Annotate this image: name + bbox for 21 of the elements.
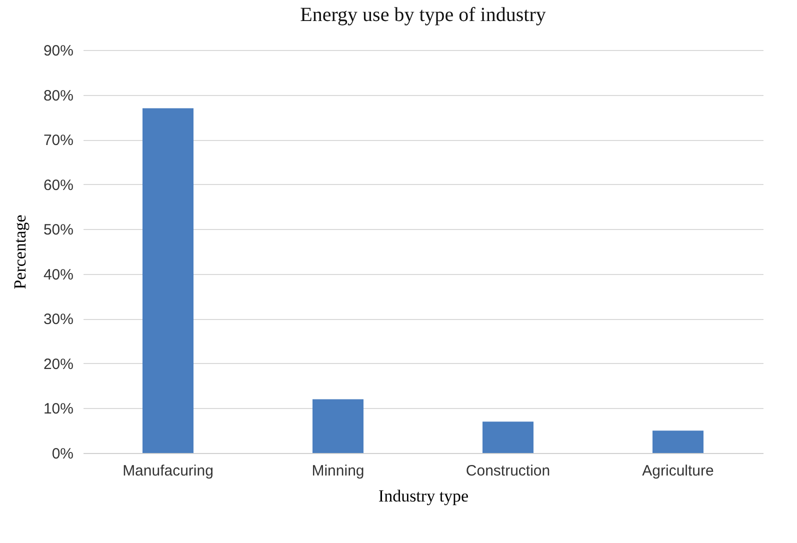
y-tick-label: 90% xyxy=(43,42,74,60)
bar xyxy=(142,108,194,453)
y-tick-label: 60% xyxy=(43,176,74,194)
bar xyxy=(482,422,534,453)
bar xyxy=(312,399,364,453)
y-tick-label: 30% xyxy=(43,311,74,328)
y-tick-label: 10% xyxy=(43,400,74,418)
y-tick-label: 0% xyxy=(52,446,74,462)
bar xyxy=(652,430,704,453)
y-axis-title: Percentage xyxy=(10,214,30,290)
chart-title: Energy use by type of industry xyxy=(300,4,546,26)
y-tick-label: 80% xyxy=(43,87,74,104)
x-axis-title: Industry type xyxy=(378,486,469,506)
x-tick-label: Manufacuring xyxy=(122,462,214,480)
y-tick-label: 70% xyxy=(43,132,74,150)
y-tick-label: 50% xyxy=(43,222,74,239)
x-tick-label: Agriculture xyxy=(642,462,714,480)
x-tick-label: Minning xyxy=(312,462,364,480)
y-tick-label: 40% xyxy=(43,266,74,284)
x-tick-label: Construction xyxy=(466,462,550,480)
y-tick-label: 20% xyxy=(43,356,74,373)
